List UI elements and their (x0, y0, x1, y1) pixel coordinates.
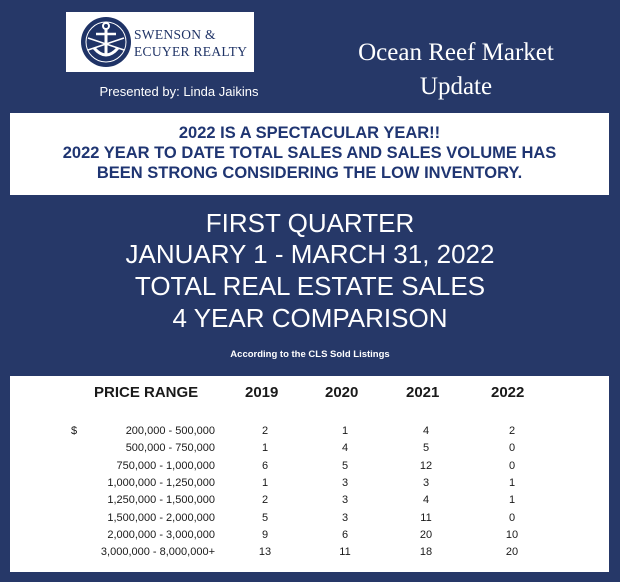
price-range-cell: 1,250,000 - 1,500,000 (107, 494, 215, 507)
sales-table: PRICE RANGE 2019 2020 2021 2022 $ 200,00… (10, 376, 609, 572)
sales-count-cell: 1 (261, 442, 269, 455)
sales-count-cell: 5 (341, 459, 349, 472)
price-range-cell: 750,000 - 1,000,000 (116, 459, 215, 472)
sales-count-cell: 2 (261, 494, 269, 507)
sales-count-cell: 10 (505, 528, 519, 541)
sales-count-cell: 11 (420, 511, 432, 524)
table-row: 200,000 - 500,000 2 1 4 2 (10, 425, 609, 442)
sales-count-cell: 1 (508, 476, 516, 489)
headline-banner: 2022 IS A SPECTACULAR YEAR!! 2022 YEAR T… (10, 113, 609, 195)
headline-line: 2022 YEAR TO DATE TOTAL SALES AND SALES … (62, 144, 557, 162)
sales-count-cell: 11 (339, 546, 351, 559)
sales-count-cell: 2 (508, 425, 516, 437)
headline-line: BEEN STRONG CONSIDERING THE LOW INVENTOR… (96, 164, 523, 182)
page-title: Ocean Reef Market Update (358, 39, 554, 100)
sales-count-cell: 3 (422, 476, 430, 489)
sales-count-cell: 5 (261, 511, 269, 524)
anchor-logo-icon (81, 17, 131, 67)
currency-symbol: $ (71, 425, 78, 437)
price-range-cell: 1,000,000 - 1,250,000 (107, 476, 215, 489)
column-header-2020: 2020 (325, 384, 359, 401)
table-row: 3,000,000 - 8,000,000+ 13 11 18 20 (10, 546, 609, 563)
sales-count-cell: 4 (341, 442, 349, 455)
source-note: According to the CLS Sold Listings (230, 349, 390, 360)
presenter-credit: Presented by: Linda Jaikins (99, 84, 259, 99)
table-row: 1,250,000 - 1,500,000 2 3 4 1 (10, 494, 609, 511)
sales-count-cell: 3 (341, 494, 349, 507)
sales-count-cell: 20 (505, 546, 519, 559)
table-row: 500,000 - 750,000 1 4 5 0 (10, 442, 609, 459)
sales-count-cell: 1 (341, 425, 349, 437)
subtitle-line: FIRST QUARTER (205, 208, 415, 238)
sales-count-cell: 20 (419, 528, 433, 541)
sales-count-cell: 4 (422, 425, 430, 437)
company-logo: SWENSON & ECUYER REALTY (66, 12, 254, 72)
sales-count-cell: 12 (419, 459, 433, 472)
subtitle-line: TOTAL REAL ESTATE SALES (134, 271, 486, 301)
price-range-cell: 500,000 - 750,000 (125, 442, 215, 455)
column-header-2021: 2021 (406, 384, 440, 401)
sales-count-cell: 6 (261, 459, 269, 472)
table-row: 750,000 - 1,000,000 6 5 12 0 (10, 460, 609, 477)
table-row: 1,000,000 - 1,250,000 1 3 3 1 (10, 477, 609, 494)
sales-count-cell: 0 (508, 459, 516, 472)
table-row: 1,500,000 - 2,000,000 5 3 11 0 (10, 512, 609, 529)
sales-count-cell: 3 (341, 511, 349, 524)
logo-wordmark: SWENSON & ECUYER REALTY (134, 27, 248, 59)
sales-count-cell: 2 (261, 425, 269, 437)
subtitle-line: 4 YEAR COMPARISON (172, 303, 448, 333)
column-header-2022: 2022 (491, 384, 525, 401)
headline-line: 2022 IS A SPECTACULAR YEAR!! (178, 124, 441, 142)
sales-count-cell: 0 (508, 511, 516, 524)
sales-count-cell: 1 (508, 494, 516, 507)
column-header-price-range: PRICE RANGE (94, 384, 199, 401)
column-header-2019: 2019 (245, 384, 279, 401)
price-range-cell: 1,500,000 - 2,000,000 (107, 511, 215, 524)
sales-count-cell: 18 (419, 546, 433, 559)
price-range-cell: 3,000,000 - 8,000,000+ (100, 546, 215, 559)
sales-count-cell: 9 (261, 528, 269, 541)
sales-count-cell: 6 (341, 528, 349, 541)
sales-count-cell: 0 (508, 442, 516, 455)
sales-count-cell: 5 (422, 442, 430, 455)
sales-count-cell: 3 (341, 476, 349, 489)
price-range-cell: 200,000 - 500,000 (125, 425, 215, 437)
sales-count-cell: 4 (422, 494, 430, 507)
sales-count-cell: 13 (258, 546, 272, 559)
subtitle-line: JANUARY 1 - MARCH 31, 2022 (125, 239, 495, 269)
price-range-cell: 2,000,000 - 3,000,000 (107, 528, 215, 541)
sales-count-cell: 1 (261, 476, 269, 489)
table-row: 2,000,000 - 3,000,000 9 6 20 10 (10, 529, 609, 546)
